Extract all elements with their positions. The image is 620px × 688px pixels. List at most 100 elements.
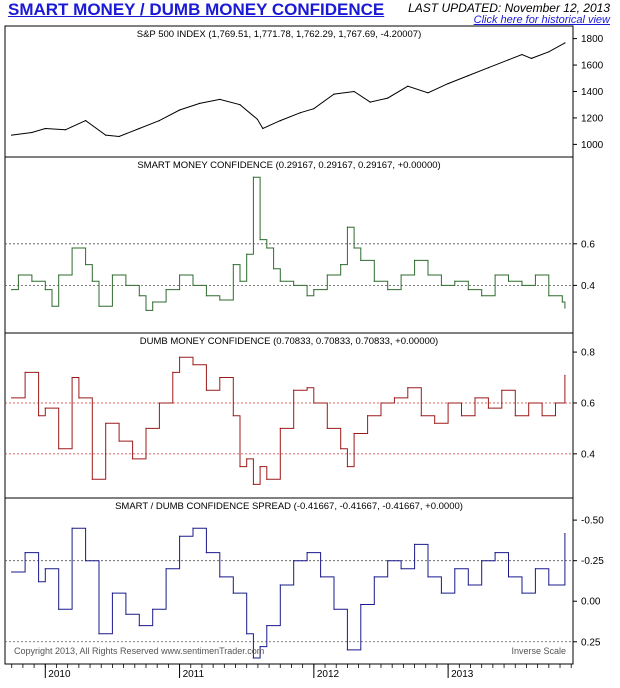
sp500-data-point — [31, 131, 33, 134]
smart-data-point — [400, 274, 402, 276]
smart-data-point — [125, 284, 127, 286]
dumb-data-point — [266, 478, 268, 480]
panel-titles: S&P 500 INDEX (1,769.51, 1,771.78, 1,762… — [115, 29, 463, 512]
sp500-data-point — [487, 67, 489, 69]
smart-data-point — [293, 284, 295, 286]
dumb-data-point — [501, 389, 503, 391]
spread-data-point — [179, 535, 181, 537]
smart-data-point — [564, 307, 566, 309]
dumb-data-point — [132, 458, 134, 460]
sp500-data-point — [239, 104, 241, 106]
spread-data-point — [279, 584, 281, 586]
spread-data-point — [38, 581, 40, 583]
smart-data-point — [440, 284, 442, 286]
spread-data-point — [360, 603, 362, 606]
smart-data-point — [360, 259, 362, 261]
dumb-data-point — [252, 483, 254, 485]
smart-data-point — [266, 247, 268, 249]
x-tick-label: 2010 — [48, 669, 71, 680]
y-tick-label: 1000 — [581, 140, 604, 151]
sp500-data-point — [105, 134, 107, 136]
smart-data-point — [494, 274, 496, 276]
sp500-data-point — [85, 120, 87, 122]
spread-data-point — [232, 592, 234, 594]
dumb-data-point — [232, 415, 234, 417]
smart-data-point — [11, 289, 13, 291]
chart-series — [11, 42, 566, 659]
spread-data-point — [125, 613, 127, 615]
last-updated: LAST UPDATED: November 12, 2013 — [408, 1, 610, 15]
smart-series-line — [11, 176, 566, 311]
x-tick-label: 2012 — [317, 669, 340, 680]
page-title[interactable]: SMART MONEY / DUMB MONEY CONFIDENCE — [8, 0, 385, 19]
smart-data-point — [91, 280, 93, 282]
spread-data-point — [440, 592, 442, 594]
smart-data-point — [58, 274, 60, 276]
y-tick-label: 0.00 — [581, 597, 601, 608]
spread-data-point — [205, 552, 207, 554]
smart-data-point — [326, 274, 328, 276]
sp500-data-point — [369, 101, 371, 103]
y-tick-label: 0.4 — [581, 449, 595, 460]
smart-data-point — [507, 280, 510, 282]
spread-data-point — [387, 560, 389, 562]
spread-data-point — [98, 633, 100, 635]
sp500-data-point — [447, 83, 449, 85]
inverse-scale-label: Inverse Scale — [511, 646, 566, 656]
dumb-data-point — [179, 356, 181, 358]
smart-data-point — [51, 305, 53, 307]
copyright-text: Copyright 2013, All Rights Reserved www.… — [14, 646, 264, 656]
smart-data-point — [561, 301, 563, 303]
dumb-data-point — [487, 407, 489, 409]
smart-data-point — [353, 247, 355, 249]
historical-view-link[interactable]: Click here for historical view — [473, 14, 610, 26]
spread-data-point — [44, 568, 46, 570]
sp500-data-point — [64, 129, 66, 131]
spread-data-point — [85, 560, 87, 562]
sp500-data-point — [299, 112, 301, 114]
dumb-data-point — [192, 364, 194, 366]
sp500-data-point — [467, 75, 469, 77]
smart-data-point — [31, 280, 33, 282]
sp500-data-point — [118, 135, 120, 138]
smart-data-point — [179, 274, 181, 276]
spread-panel-title: SMART / DUMB CONFIDENCE SPREAD (-0.41667… — [115, 501, 463, 512]
smart-data-point — [340, 264, 342, 266]
dumb-data-point — [239, 466, 241, 468]
dumb-data-point — [434, 422, 436, 424]
sp500-data-point — [333, 93, 335, 95]
sp500-data-point — [279, 120, 281, 122]
spread-data-point — [400, 568, 402, 570]
dumb-data-point — [11, 397, 13, 399]
smart-data-point — [259, 239, 261, 241]
spread-data-point — [246, 633, 248, 635]
dumb-data-point — [313, 402, 315, 404]
spread-data-point — [259, 646, 261, 648]
dumb-data-point — [380, 402, 382, 404]
sp500-data-point — [219, 98, 221, 100]
dumb-data-point — [306, 387, 308, 389]
dumb-data-point — [205, 389, 207, 391]
dumb-panel-title: DUMB MONEY CONFIDENCE (0.70833, 0.70833,… — [140, 336, 438, 347]
smart-data-point — [111, 274, 113, 276]
smart-data-point — [145, 309, 147, 311]
dumb-data-point — [554, 402, 557, 404]
spread-data-point — [521, 592, 523, 594]
dumb-data-point — [326, 427, 328, 429]
y-tick-label: -0.25 — [581, 556, 604, 567]
dumb-data-point — [71, 376, 73, 379]
smart-data-point — [534, 274, 537, 276]
sp500-data-point — [387, 97, 389, 99]
spread-data-point — [494, 552, 496, 554]
chart-gridlines — [5, 243, 573, 643]
smart-data-point — [481, 295, 483, 297]
smart-data-point — [205, 295, 207, 297]
dumb-data-point — [279, 427, 281, 429]
y-tick-label: 0.6 — [581, 239, 595, 250]
spread-data-point — [293, 560, 295, 562]
x-tick-label: 2011 — [183, 669, 205, 680]
sp500-data-point — [262, 127, 264, 130]
dumb-data-point — [393, 397, 395, 399]
dumb-data-point — [172, 371, 174, 373]
spread-data-point — [373, 576, 375, 578]
